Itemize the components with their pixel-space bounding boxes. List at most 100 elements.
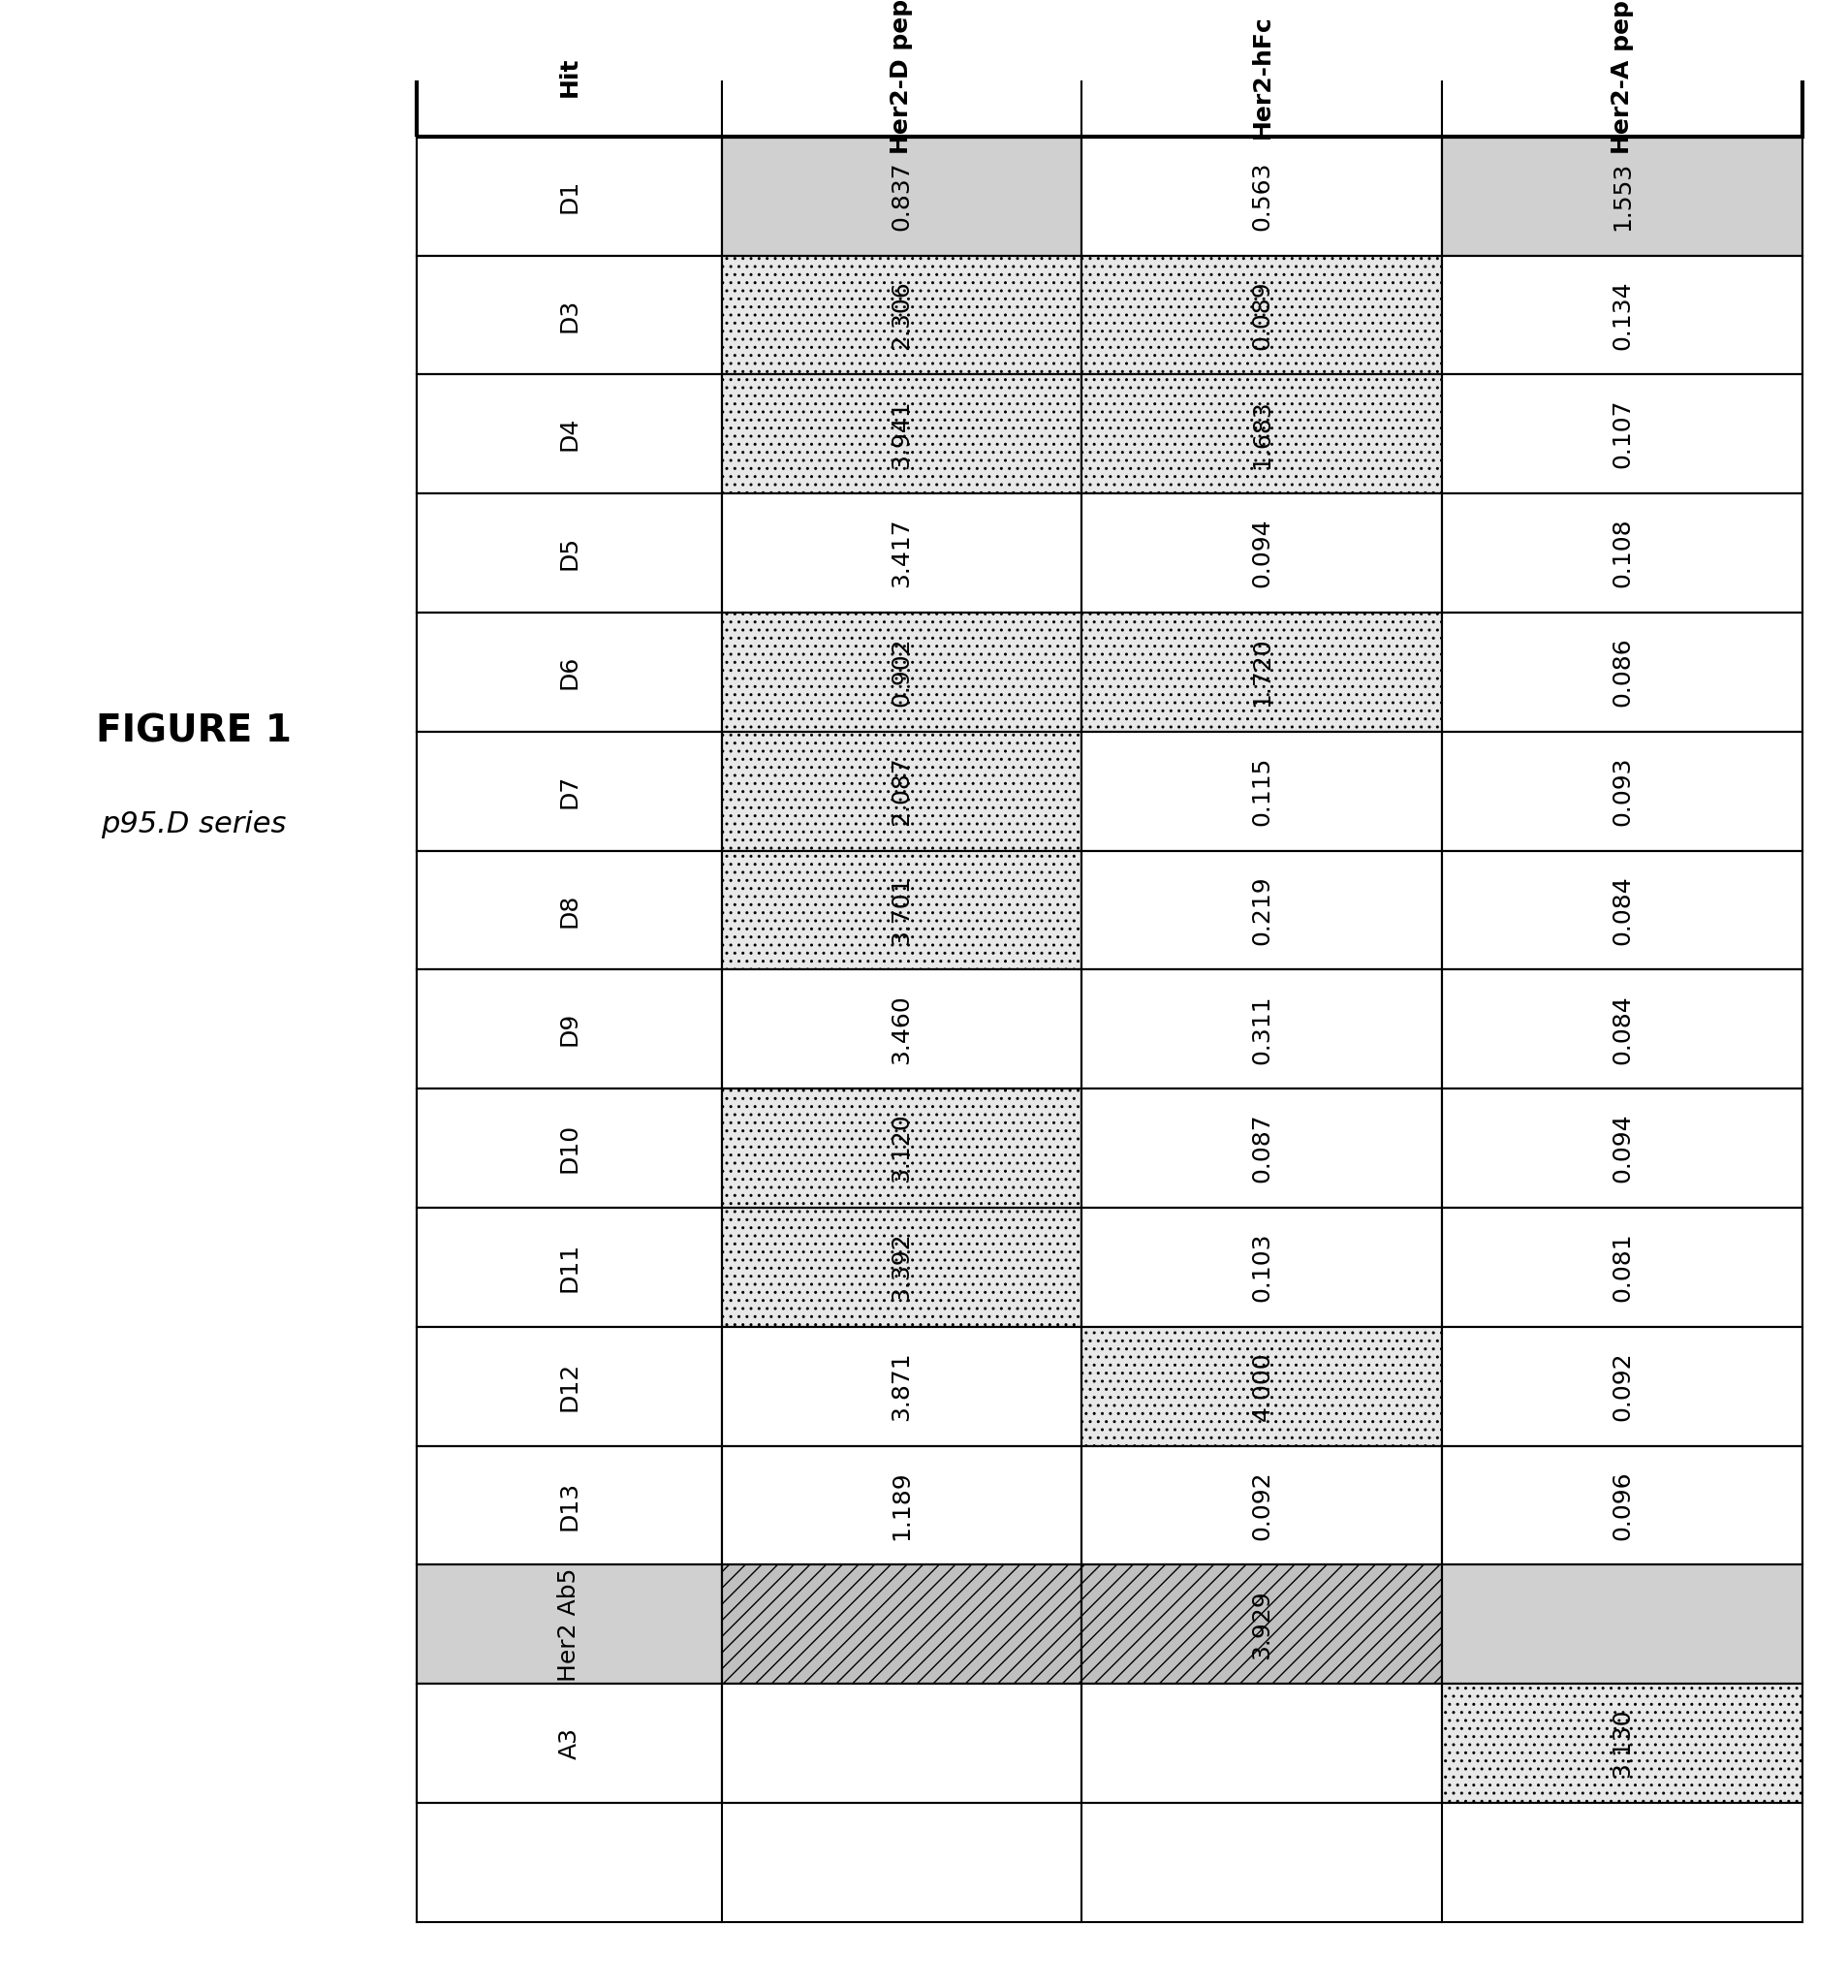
Text: 3.701: 3.701 [891,875,913,944]
Text: 3.929: 3.929 [1251,1590,1273,1660]
Text: 0.086: 0.086 [1611,638,1634,708]
Bar [416,1326,721,1445]
Bar [1441,18,1802,137]
Text: Her2-D pep: Her2-D pep [891,0,913,155]
Text: 2.087: 2.087 [891,755,913,825]
Bar [721,1565,1081,1684]
Bar [721,18,1081,137]
Bar [1441,851,1802,970]
Bar [416,1565,721,1684]
Text: 0.087: 0.087 [1251,1113,1273,1183]
Bar [416,374,721,493]
Text: 1.189: 1.189 [891,1471,913,1541]
Text: D10: D10 [558,1123,580,1173]
Text: D5: D5 [558,537,580,571]
Bar [1441,374,1802,493]
Text: FIGURE 1: FIGURE 1 [96,714,292,749]
Bar [1081,1565,1441,1684]
Bar [1081,1684,1441,1803]
Bar [1081,970,1441,1089]
Bar [416,612,721,732]
Bar [1081,493,1441,612]
Bar [721,970,1081,1089]
Bar [1081,1089,1441,1209]
Bar [721,1209,1081,1326]
Text: 3.392: 3.392 [891,1233,913,1302]
Text: 1.683: 1.683 [1251,400,1273,469]
Text: 0.094: 0.094 [1251,519,1273,588]
Bar [1441,970,1802,1089]
Text: 0.092: 0.092 [1611,1352,1634,1421]
Text: 3.871: 3.871 [891,1352,913,1421]
Text: p95.D series: p95.D series [102,811,286,839]
Bar [416,1089,721,1209]
Bar [416,254,721,374]
Text: Her2-A pep: Her2-A pep [1611,0,1634,153]
Bar [721,1445,1081,1565]
Bar [721,374,1081,493]
Bar [416,851,721,970]
Bar [416,970,721,1089]
Bar [1081,612,1441,732]
Text: 0.219: 0.219 [1251,875,1273,944]
Text: 0.084: 0.084 [1611,875,1634,944]
Text: D13: D13 [558,1481,580,1531]
Bar [416,137,721,254]
Text: Her2-hFc: Her2-hFc [1251,16,1273,139]
Text: D9: D9 [558,1012,580,1046]
Text: D11: D11 [558,1242,580,1292]
Text: 3.120: 3.120 [891,1113,913,1183]
Bar [721,732,1081,851]
Bar [1441,1089,1802,1209]
Text: 3.130: 3.130 [1611,1710,1634,1777]
Bar [1081,732,1441,851]
Text: 0.084: 0.084 [1611,994,1634,1064]
Text: 0.563: 0.563 [1251,161,1273,231]
Bar [416,1445,721,1565]
Bar [416,1209,721,1326]
Text: 0.107: 0.107 [1611,400,1634,469]
Bar [1081,374,1441,493]
Bar [1441,1565,1802,1684]
Text: 0.092: 0.092 [1251,1471,1273,1541]
Bar [721,1089,1081,1209]
Bar [416,732,721,851]
Text: Hit: Hit [558,58,580,97]
Text: 0.089: 0.089 [1251,280,1273,350]
Text: 0.115: 0.115 [1251,757,1273,825]
Bar [1081,254,1441,374]
Text: 0.311: 0.311 [1251,994,1273,1064]
Bar [416,18,721,137]
Bar [1081,1209,1441,1326]
Bar [1441,1326,1802,1445]
Bar [721,493,1081,612]
Bar [1081,1445,1441,1565]
Text: 1.553: 1.553 [1611,161,1634,231]
Bar [1441,1445,1802,1565]
Bar [721,137,1081,254]
Bar [721,1684,1081,1803]
Text: 0.103: 0.103 [1251,1233,1273,1302]
Bar [721,612,1081,732]
Text: D12: D12 [558,1362,580,1411]
Text: 0.108: 0.108 [1611,519,1634,588]
Text: 0.902: 0.902 [891,638,913,708]
Text: 0.134: 0.134 [1611,280,1634,350]
Text: Her2 Ab5: Her2 Ab5 [558,1567,580,1682]
Text: D6: D6 [558,654,580,690]
Text: D8: D8 [558,893,580,926]
Text: 2.306: 2.306 [891,280,913,350]
Text: A3: A3 [558,1728,580,1759]
Bar [1441,137,1802,254]
Bar [1081,137,1441,254]
Text: D1: D1 [558,179,580,213]
Text: 0.093: 0.093 [1611,757,1634,825]
Bar [416,1684,721,1803]
Text: 0.096: 0.096 [1611,1471,1634,1541]
Bar [416,493,721,612]
Text: D3: D3 [558,298,580,332]
Bar [721,1326,1081,1445]
Text: D4: D4 [558,417,580,451]
Text: 3.460: 3.460 [891,994,913,1064]
Text: 3.417: 3.417 [891,519,913,588]
